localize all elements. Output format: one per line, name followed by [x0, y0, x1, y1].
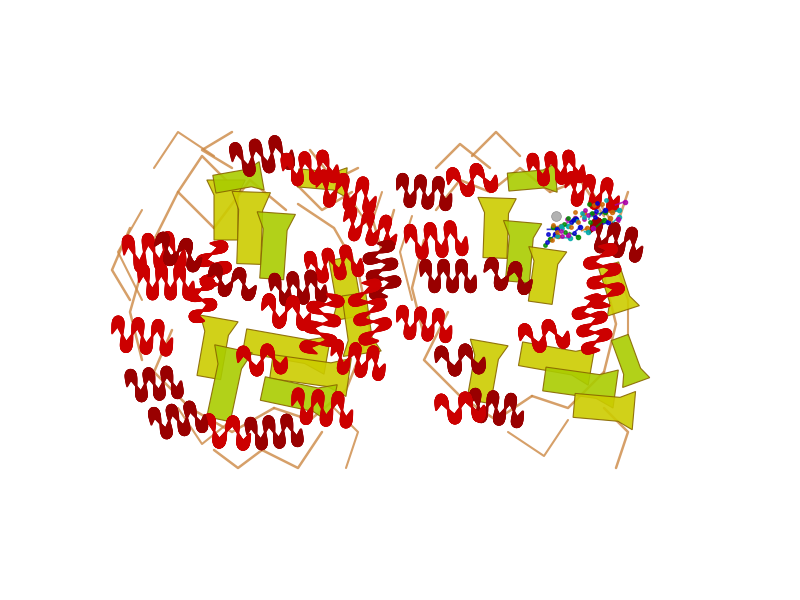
PathPatch shape — [611, 334, 650, 388]
PathPatch shape — [528, 247, 566, 304]
PathPatch shape — [206, 180, 246, 240]
PathPatch shape — [260, 377, 338, 422]
PathPatch shape — [213, 161, 264, 193]
PathPatch shape — [573, 391, 635, 430]
PathPatch shape — [598, 262, 639, 316]
PathPatch shape — [478, 197, 516, 259]
PathPatch shape — [242, 329, 330, 374]
PathPatch shape — [503, 220, 542, 283]
PathPatch shape — [270, 355, 351, 397]
PathPatch shape — [257, 212, 295, 280]
PathPatch shape — [232, 191, 270, 265]
PathPatch shape — [206, 345, 252, 422]
PathPatch shape — [342, 293, 381, 356]
PathPatch shape — [467, 339, 508, 404]
PathPatch shape — [298, 168, 347, 196]
PathPatch shape — [518, 342, 594, 385]
PathPatch shape — [329, 256, 370, 321]
PathPatch shape — [197, 315, 238, 380]
PathPatch shape — [507, 164, 557, 192]
PathPatch shape — [542, 367, 618, 408]
